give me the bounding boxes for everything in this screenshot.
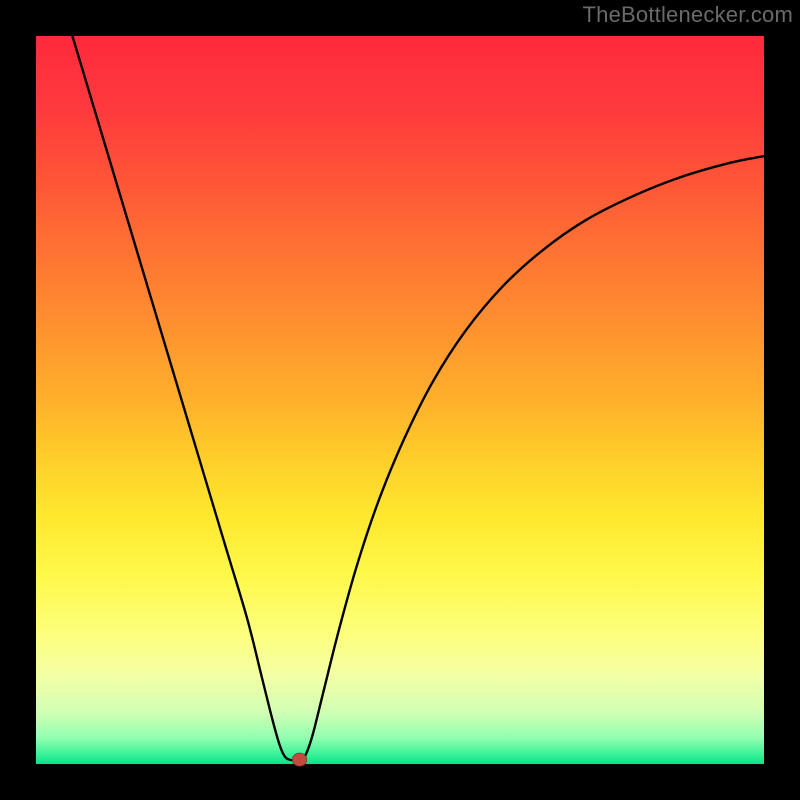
plot-background [36,36,764,764]
chart-container: TheBottlenecker.com [0,0,800,800]
watermark-label: TheBottlenecker.com [583,2,793,28]
bottleneck-curve-chart [0,0,800,800]
curve-minimum-marker [292,753,307,766]
